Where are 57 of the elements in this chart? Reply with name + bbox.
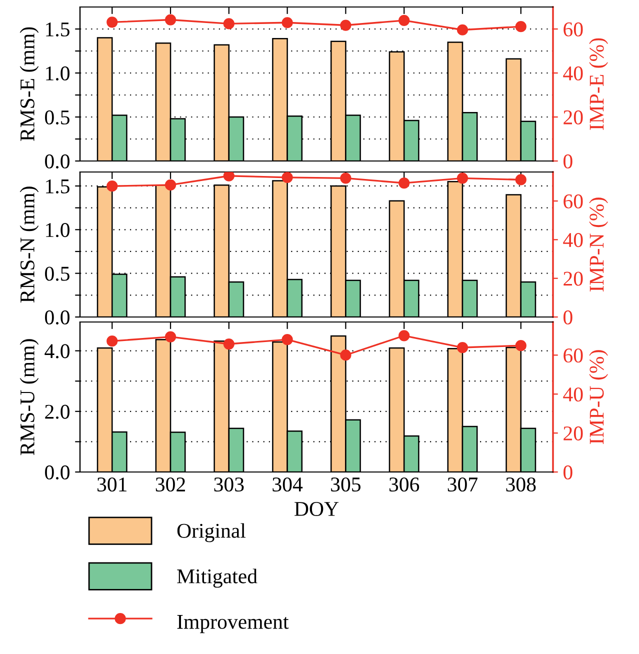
point xyxy=(106,336,118,347)
y2-tick-label: 0 xyxy=(564,465,572,480)
x-tick-label: 308 xyxy=(506,477,536,492)
y-tick-label: 0.0 xyxy=(45,465,70,480)
point xyxy=(456,24,468,36)
y-tick-label: 2.0 xyxy=(45,404,70,419)
point xyxy=(164,331,176,342)
x-tick-label: 304 xyxy=(272,477,303,492)
y-tick-label: 0.5 xyxy=(45,266,70,281)
y-tick-label: 0.0 xyxy=(45,310,70,325)
y2-tick-label: 60 xyxy=(564,194,583,208)
y2-axis-title: IMP-E (%) xyxy=(589,38,608,130)
y-axis-title: RMS-N (mm) xyxy=(20,186,39,303)
x-axis-title: DOY xyxy=(294,502,339,516)
point xyxy=(340,350,352,361)
x-tick-label: 306 xyxy=(389,477,420,492)
point xyxy=(282,334,293,346)
y2-axis-title: IMP-N (%) xyxy=(589,198,608,292)
y2-tick-label: 20 xyxy=(564,272,583,286)
point xyxy=(164,14,176,26)
y-tick-label: 1.0 xyxy=(46,66,70,81)
point xyxy=(282,17,293,28)
point xyxy=(515,340,526,352)
x-tick-label: 302 xyxy=(156,477,185,492)
y2-tick-label: 60 xyxy=(564,348,583,363)
point xyxy=(223,338,234,350)
y2-tick-label: 20 xyxy=(564,110,583,124)
point xyxy=(223,18,234,30)
x-tick-label: 307 xyxy=(448,477,478,492)
point xyxy=(515,21,526,32)
y-axis-title: RMS-E (mm) xyxy=(20,27,39,141)
y-tick-label: 1.5 xyxy=(46,22,70,37)
y2-axis-title: IMP-U (%) xyxy=(589,350,608,444)
y2-tick-label: 40 xyxy=(563,387,583,402)
y2-tick-label: 60 xyxy=(564,22,583,36)
point xyxy=(340,20,352,31)
y2-tick-label: 40 xyxy=(563,233,583,248)
legend-label: Improvement xyxy=(177,615,289,634)
y2-tick-label: 0 xyxy=(564,310,572,324)
y-tick-label: 4.0 xyxy=(44,344,70,358)
point xyxy=(106,16,118,28)
point xyxy=(456,342,468,354)
y-tick-label: 0.5 xyxy=(45,110,70,125)
y-tick-label: 0.0 xyxy=(45,154,70,169)
legend-label: Mitigated xyxy=(177,568,258,588)
y-tick-label: 1.5 xyxy=(46,179,70,194)
point xyxy=(398,330,410,342)
x-tick-label: 303 xyxy=(214,477,244,492)
y2-tick-label: 40 xyxy=(563,66,583,80)
y2-tick-label: 20 xyxy=(564,426,583,440)
x-tick-label: 305 xyxy=(331,477,361,492)
legend-label: Original xyxy=(177,523,246,542)
x-tick-label: 301 xyxy=(97,477,126,492)
y-axis-title: RMS-U (mm) xyxy=(20,339,39,456)
y2-tick-label: 0 xyxy=(564,154,572,168)
y-tick-label: 1.0 xyxy=(46,223,70,238)
point xyxy=(398,14,410,26)
